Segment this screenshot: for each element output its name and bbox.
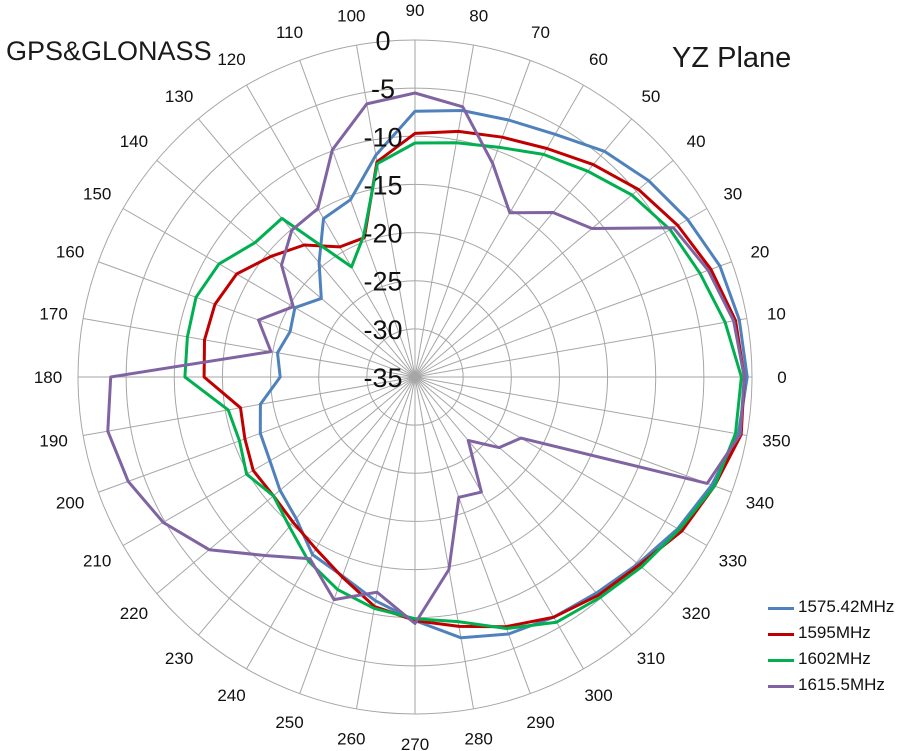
grid-spoke [414,376,747,437]
grid-spoke [414,45,475,378]
angle-tick-label: 150 [83,185,111,204]
angle-tick-label: 170 [39,304,67,323]
angle-tick-label: 20 [750,243,769,262]
angle-tick-label: 180 [34,368,62,387]
radial-tick-label: -35 [363,363,402,393]
series-line-1575-42mhz [258,109,749,640]
angle-tick-label: 220 [120,604,148,623]
grid-spoke [156,159,416,378]
angle-tick-label: 90 [406,1,425,20]
angle-tick-label: 280 [465,729,493,748]
grid-spoke [355,45,416,378]
legend-item: 1615.5MHz [768,674,908,700]
angle-tick-label: 70 [531,23,550,42]
angle-tick-label: 320 [682,604,710,623]
angle-tick-label: 290 [526,713,554,732]
grid-spoke [414,376,531,694]
angle-tick-label: 0 [777,368,786,387]
angle-tick-label: 230 [165,649,193,668]
grid-spoke [122,208,416,378]
grid-spoke [414,376,584,670]
radial-tick-label: -5 [371,74,395,104]
legend: 1575.42MHz 1595MHz 1602MHz 1615.5MHz [768,596,908,700]
polar-grid [77,39,753,715]
angle-tick-label: 80 [469,7,488,26]
grid-spoke [299,60,416,378]
grid-spoke [246,84,416,378]
grid-spoke [414,376,674,595]
angle-tick-label: 110 [276,23,303,42]
grid-spoke [414,261,732,378]
grid-spoke [83,376,416,437]
angle-tick-label: 310 [637,649,665,668]
grid-spoke [197,118,416,378]
angle-tick-label: 270 [401,735,429,751]
grid-spoke [414,60,531,378]
angle-tick-label: 340 [746,494,774,513]
angle-tick-label: 330 [719,552,747,571]
angle-tick-label: 210 [83,552,111,571]
grid-spoke [414,118,633,378]
angle-tick-label: 30 [723,185,742,204]
grid-spoke [246,376,416,670]
legend-swatch [768,633,794,636]
legend-label: 1595MHz [798,623,871,642]
angle-tick-label: 140 [120,132,148,151]
angle-tick-label: 60 [589,50,608,69]
chart-title: GPS&GLONASS [6,36,212,66]
series-line-1595mhz [202,129,746,629]
angle-tick-label: 190 [39,432,67,451]
legend-label: 1615.5MHz [798,675,885,694]
angle-tick-label: 300 [584,686,612,705]
angle-tick-label: 10 [767,304,786,323]
angle-tick-label: 240 [217,686,245,705]
grid-spoke [98,261,416,378]
grid-spoke [156,376,416,595]
angle-tick-label: 260 [337,729,365,748]
legend-swatch [768,685,794,688]
angle-tick-label: 250 [275,713,303,732]
series-line-1615-5mhz [106,91,746,625]
grid-spoke [83,317,416,378]
legend-label: 1575.42MHz [798,597,895,616]
series-line-1602mhz [183,141,743,630]
series-layer [106,91,749,640]
grid-spoke [414,376,475,709]
radial-tick-label: -15 [363,170,402,200]
grid-spoke [98,376,416,493]
angle-tick-label: 200 [56,494,84,513]
angle-tick-label: 40 [687,132,706,151]
legend-item: 1575.42MHz [768,596,908,622]
legend-item: 1602MHz [768,648,908,674]
angle-tick-label: 130 [165,87,193,106]
legend-item: 1595MHz [768,622,908,648]
radial-tick-label: -10 [363,122,402,152]
angle-tick-label: 120 [217,50,245,69]
radial-tick-label: -25 [363,267,402,297]
grid-spoke [414,376,708,546]
grid-spoke [414,159,674,378]
radial-tick-label: 0 [375,26,390,56]
axis-labels: 0 10 20 30 40 50 60 70 80 90 100 110 120 130 140 150 160… [34,1,791,751]
grid-spoke [197,376,416,636]
legend-swatch [768,659,794,662]
grid-spoke [414,317,747,378]
angle-tick-label: 160 [56,243,84,262]
grid-spoke [414,208,708,378]
grid-spoke [299,376,416,694]
grid-spoke [355,376,416,709]
legend-label: 1602MHz [798,649,871,668]
angle-tick-label: 50 [641,87,660,106]
plane-label: YZ Plane [672,42,792,74]
legend-swatch [768,607,794,610]
angle-tick-label: 350 [762,432,790,451]
radial-tick-label: -20 [363,219,402,249]
radial-tick-label: -30 [363,315,402,345]
grid-spoke [414,376,732,493]
angle-tick-label: 100 [337,7,365,26]
